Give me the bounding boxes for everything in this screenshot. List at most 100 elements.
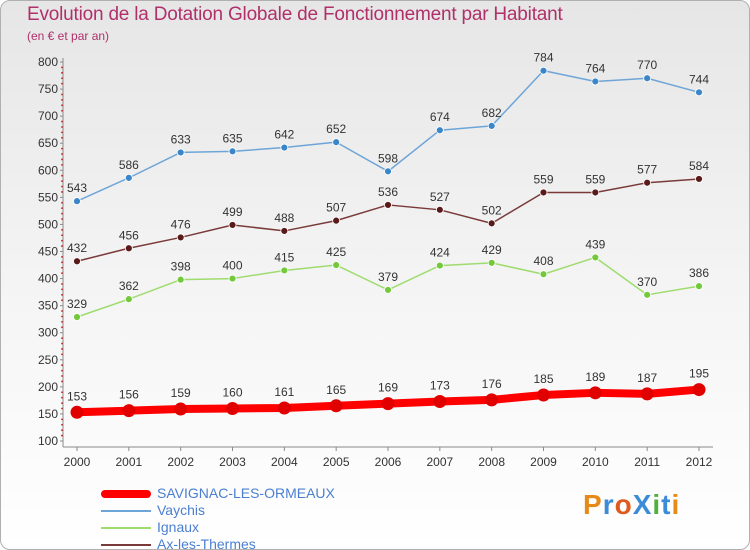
y-tick-label: 650	[38, 136, 58, 150]
legend-swatch-savignac	[101, 490, 151, 498]
y-minor-tick	[61, 120, 63, 123]
y-minor-tick	[61, 131, 63, 134]
data-label-ax-les-thermes: 476	[171, 217, 191, 231]
y-minor-tick	[61, 283, 63, 285]
data-label-savignac-les-ormeaux: 173	[430, 378, 450, 392]
data-point-savignac-les-ormeaux	[174, 402, 188, 416]
data-label-vaychis: 744	[689, 72, 709, 86]
legend-item-ax-les-thermes: Ax-les-Thermes	[101, 536, 421, 549]
legend-swatch-ignaux	[101, 527, 151, 529]
y-minor-tick	[61, 272, 63, 275]
y-minor-tick	[61, 191, 63, 193]
y-tick-label: 700	[38, 109, 58, 123]
data-label-vaychis: 543	[67, 181, 87, 195]
legend-item-vaychis: Vaychis	[101, 502, 421, 519]
y-minor-tick	[61, 218, 63, 220]
y-minor-tick	[61, 185, 63, 188]
data-point-savignac-les-ormeaux	[640, 387, 654, 401]
y-minor-tick	[61, 109, 63, 112]
data-point-ax-les-thermes	[695, 175, 703, 183]
data-label-vaychis: 586	[119, 158, 139, 172]
y-minor-tick	[61, 207, 63, 210]
data-label-ax-les-thermes: 559	[585, 172, 605, 186]
y-tick-label: 300	[38, 326, 58, 340]
data-point-savignac-les-ormeaux	[122, 404, 136, 418]
y-minor-tick	[61, 99, 63, 101]
data-point-vaychis	[695, 88, 703, 97]
data-label-ax-les-thermes: 502	[482, 203, 502, 217]
y-minor-tick	[61, 315, 63, 318]
y-tick-label: 600	[38, 163, 58, 177]
y-minor-tick	[61, 326, 63, 329]
data-point-vaychis	[73, 197, 81, 206]
data-point-vaychis	[643, 74, 652, 83]
y-tick-label: 500	[38, 217, 58, 231]
x-tick-label: 2005	[323, 455, 350, 469]
data-point-savignac-les-ormeaux	[226, 402, 239, 416]
data-label-savignac-les-ormeaux: 187	[637, 371, 657, 385]
data-point-ignaux	[73, 313, 81, 321]
y-tick-label: 100	[38, 434, 58, 448]
data-label-ax-les-thermes: 507	[326, 201, 346, 215]
data-label-savignac-les-ormeaux: 195	[689, 367, 709, 381]
data-point-ignaux	[176, 275, 185, 284]
data-label-savignac-les-ormeaux: 189	[585, 370, 605, 384]
y-minor-tick	[61, 82, 63, 85]
data-label-ax-les-thermes: 559	[533, 172, 553, 186]
data-label-ignaux: 439	[585, 237, 605, 251]
y-minor-tick	[61, 71, 63, 74]
data-label-savignac-les-ormeaux: 156	[119, 388, 139, 402]
data-label-ax-les-thermes: 584	[689, 159, 709, 173]
y-tick-label: 800	[38, 55, 58, 69]
data-point-ax-les-thermes	[73, 257, 81, 266]
data-label-savignac-les-ormeaux: 165	[326, 383, 346, 397]
data-label-ax-les-thermes: 488	[274, 211, 294, 225]
x-tick-label: 2009	[530, 455, 557, 469]
y-minor-tick	[61, 104, 63, 107]
y-minor-tick	[61, 234, 63, 237]
x-tick-label: 2006	[375, 455, 402, 469]
y-tick-label: 200	[38, 380, 58, 394]
x-tick-label: 2001	[115, 455, 142, 469]
data-point-vaychis	[591, 77, 600, 86]
data-label-ignaux: 398	[171, 260, 191, 274]
y-minor-tick	[61, 93, 63, 96]
data-point-vaychis	[539, 66, 548, 75]
data-label-ignaux: 370	[637, 275, 657, 289]
data-label-ignaux: 329	[67, 297, 87, 311]
data-label-ax-les-thermes: 536	[378, 185, 398, 199]
data-label-ignaux: 386	[689, 266, 709, 280]
y-minor-tick	[61, 126, 63, 128]
legend-item-savignac: SAVIGNAC-LES-ORMEAUX	[101, 485, 421, 502]
y-minor-tick	[61, 293, 63, 296]
data-label-savignac-les-ormeaux: 185	[533, 372, 553, 386]
data-label-ignaux: 400	[222, 259, 242, 273]
data-point-ax-les-thermes	[487, 219, 496, 228]
data-label-vaychis: 770	[637, 58, 657, 72]
data-label-savignac-les-ormeaux: 159	[171, 386, 191, 400]
x-tick-label: 2011	[634, 455, 660, 469]
y-minor-tick	[61, 337, 63, 340]
y-tick-label: 150	[38, 407, 58, 421]
x-tick-label: 2007	[426, 455, 453, 469]
data-label-vaychis: 598	[378, 151, 398, 165]
y-minor-tick	[61, 256, 63, 258]
x-tick-label: 2012	[686, 455, 713, 469]
y-minor-tick	[61, 174, 63, 177]
data-label-ax-les-thermes: 456	[119, 228, 139, 242]
y-minor-tick	[61, 201, 63, 204]
chart-title: Evolution de la Dotation Globale de Fonc…	[27, 4, 563, 25]
data-label-savignac-les-ormeaux: 160	[222, 386, 242, 400]
y-minor-tick	[61, 342, 63, 345]
data-point-vaychis	[124, 173, 133, 182]
data-label-vaychis: 642	[274, 128, 294, 142]
y-minor-tick	[61, 310, 63, 312]
y-minor-tick	[61, 320, 63, 323]
data-label-ax-les-thermes: 499	[222, 205, 242, 219]
data-point-ax-les-thermes	[332, 216, 341, 225]
data-label-savignac-les-ormeaux: 169	[378, 381, 398, 395]
data-label-vaychis: 764	[585, 61, 605, 75]
y-minor-tick	[61, 266, 63, 269]
